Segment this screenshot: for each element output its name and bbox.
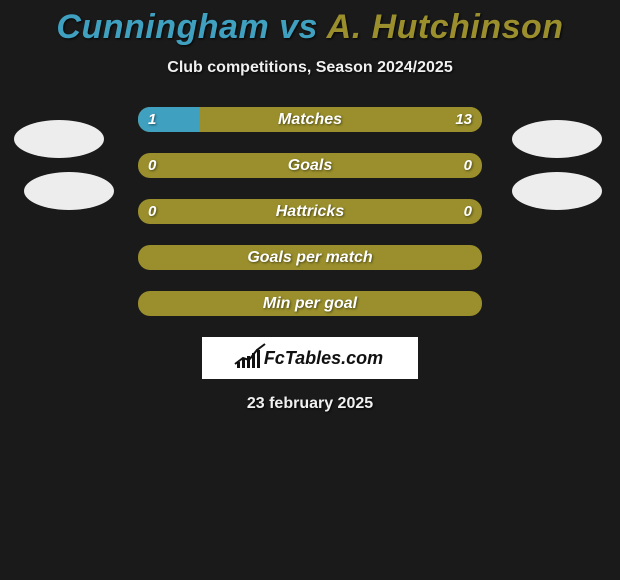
date-text: 23 february 2025 bbox=[0, 395, 620, 413]
bar-label: Hattricks bbox=[138, 199, 482, 224]
bar-label: Min per goal bbox=[138, 291, 482, 316]
stat-bars: Matches113Goals00Hattricks00Goals per ma… bbox=[138, 107, 482, 316]
bar-value-left: 0 bbox=[138, 199, 166, 224]
vs-separator: vs bbox=[269, 8, 326, 46]
logo-text: FcTables.com bbox=[264, 348, 383, 369]
bar-value-right: 0 bbox=[454, 199, 482, 224]
bar-label: Goals per match bbox=[138, 245, 482, 270]
player-left-name: Cunningham bbox=[56, 8, 269, 46]
bar-value-right: 0 bbox=[454, 153, 482, 178]
bar-value-left: 0 bbox=[138, 153, 166, 178]
avatar-right-2 bbox=[512, 172, 602, 210]
stat-bar-goals: Goals0 0 bbox=[138, 153, 482, 178]
bar-value-left: 1 bbox=[138, 107, 166, 132]
stat-bar-hattricks: Hattricks0 0 bbox=[138, 199, 482, 224]
subtitle: Club competitions, Season 2024/2025 bbox=[0, 59, 620, 77]
page-title: Cunningham vs A. Hutchinson bbox=[0, 0, 620, 47]
player-right-name: A. Hutchinson bbox=[327, 8, 564, 46]
avatar-left bbox=[14, 120, 104, 158]
bar-value-right: 13 bbox=[445, 107, 482, 132]
bar-label: Matches bbox=[138, 107, 482, 132]
avatar-left-2 bbox=[24, 172, 114, 210]
avatar-right bbox=[512, 120, 602, 158]
stat-bar-matches: Matches1 13 bbox=[138, 107, 482, 132]
logo-chart-icon bbox=[237, 348, 260, 368]
stat-bar-min-per-goal: Min per goal bbox=[138, 291, 482, 316]
logo-box: FcTables.com bbox=[202, 337, 418, 379]
bar-label: Goals bbox=[138, 153, 482, 178]
stat-bar-goals-per-match: Goals per match bbox=[138, 245, 482, 270]
